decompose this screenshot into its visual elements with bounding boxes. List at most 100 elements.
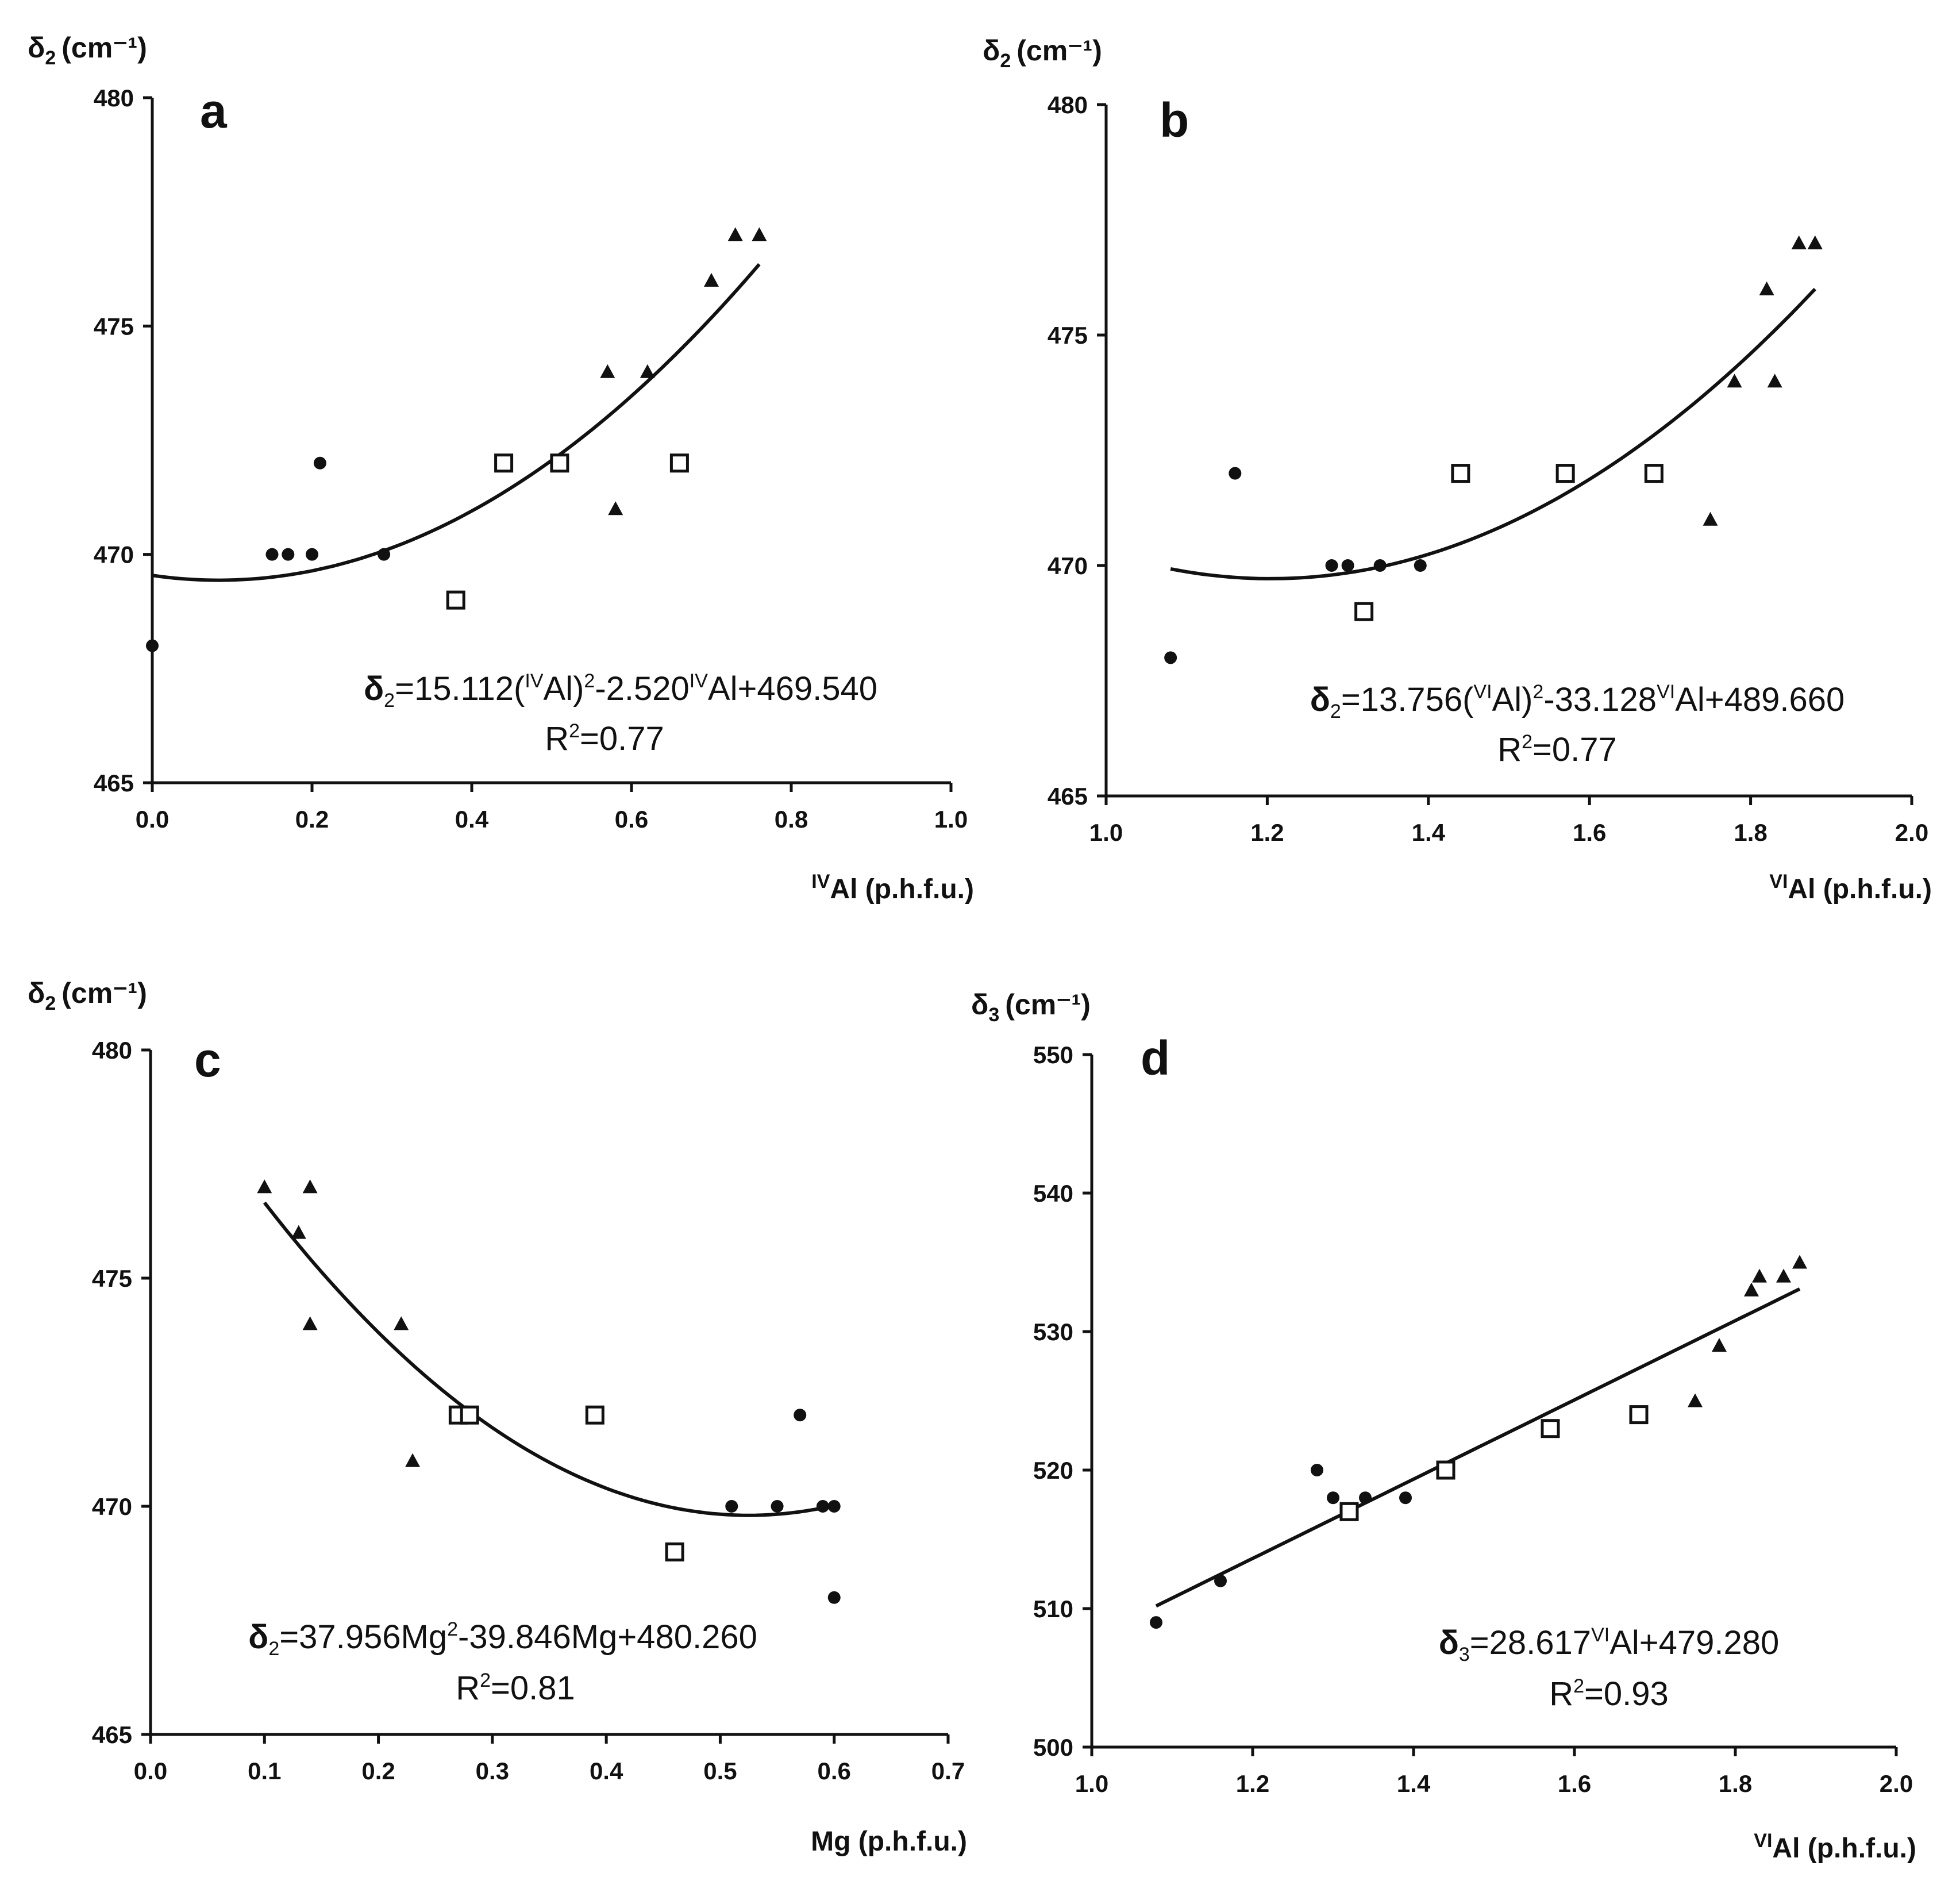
eq-sup1: VI <box>1473 681 1492 703</box>
data-point-square <box>1354 602 1374 621</box>
data-point-circle <box>1325 559 1338 572</box>
data-point-triangle <box>257 1179 272 1194</box>
y-tick-label: 475 <box>92 1265 132 1292</box>
data-point-square <box>1629 1405 1649 1425</box>
panel-d-ylabel-symbol: δ <box>971 988 988 1021</box>
panel-a-x-axis-label: IVAl (p.h.f.u.) <box>811 871 974 905</box>
data-point-triangle <box>1776 1268 1791 1283</box>
data-point-circle <box>1150 1616 1162 1629</box>
data-point-square <box>1451 464 1470 483</box>
data-point-triangle <box>727 227 743 241</box>
data-point-triangle <box>1759 281 1774 295</box>
panel-c-r-squared: R2=0.81 <box>456 1670 575 1707</box>
data-point-circle <box>1414 559 1427 572</box>
panel-a-ticks: 0.0 0.2 0.4 0.6 0.8 1.0 465 470 475 480 <box>94 84 968 833</box>
data-point-triangle <box>291 1225 306 1239</box>
panel-a-equation: δ2=15.112(IVAl)2-2.520IVAl+469.540 <box>364 670 877 711</box>
panel-b-ylabel-sub: 2 <box>1000 50 1011 72</box>
data-point-square <box>665 1542 684 1561</box>
panel-b-equation: δ2=13.756(VIAl)2-33.128VIAl+489.660 <box>1310 681 1845 722</box>
y-tick-label: 540 <box>1033 1180 1073 1207</box>
data-point-square <box>1644 464 1664 483</box>
eq-lhs-sub: 2 <box>384 690 395 711</box>
x-tick-label: 2.0 <box>1880 1770 1913 1797</box>
eq-sup2: 2 <box>584 670 595 692</box>
y-tick-label: 470 <box>92 1493 132 1520</box>
eq-sup1: VI <box>1591 1624 1609 1646</box>
eq-part2: -39.846Mg+480.260 <box>458 1618 757 1656</box>
data-point-circle <box>827 1500 841 1513</box>
panel-a-ylabel-symbol: δ <box>28 32 45 64</box>
data-point-triangle <box>302 1316 318 1330</box>
x-tick-label: 0.7 <box>931 1757 965 1784</box>
panel-d-ylabel-sub: 3 <box>988 1004 999 1026</box>
data-point-circle <box>1229 467 1242 480</box>
y-tick-label: 550 <box>1033 1041 1073 1068</box>
eq-part1: =13.756( <box>1341 681 1474 718</box>
r2-sup: 2 <box>1522 731 1532 753</box>
panel-d-x-axis-label: VIAl (p.h.f.u.) <box>1754 1830 1916 1864</box>
x-tick-label: 1.8 <box>1734 819 1767 846</box>
data-point-circle <box>1341 559 1354 572</box>
data-point-circle <box>1311 1464 1323 1476</box>
panel-c-ylabel-unit: (cm⁻¹) <box>61 977 147 1009</box>
x-tick-label: 0.4 <box>455 806 489 833</box>
eq-lhs-sub: 2 <box>268 1638 279 1660</box>
x-tick-label: 0.6 <box>615 806 648 833</box>
panel-d-y-axis-label: δ3 (cm⁻¹) <box>971 988 1091 1026</box>
data-point-triangle <box>1744 1282 1759 1297</box>
r2-symbol: R <box>1497 731 1522 768</box>
panel-d-ticks: 1.0 1.2 1.4 1.6 1.8 2.0 500 510 520 530 540 550 <box>1033 1041 1913 1797</box>
eq-part1: =28.617 <box>1470 1624 1591 1661</box>
r2-symbol: R <box>545 720 569 757</box>
y-tick-label: 475 <box>1048 322 1088 349</box>
data-point-square <box>1541 1419 1560 1438</box>
panel-d-marks <box>1090 1055 1896 1749</box>
r2-value: =0.77 <box>580 720 664 757</box>
eq-lhs-sub: 3 <box>1459 1644 1470 1665</box>
panel-d-letter: d <box>1141 1031 1170 1085</box>
fit-curve <box>263 1201 835 1517</box>
y-tick-label: 465 <box>94 770 134 797</box>
data-point-circle <box>306 548 318 561</box>
data-point-square <box>460 1405 479 1425</box>
panel-c-ticks: 0.0 0.1 0.2 0.3 0.4 0.5 0.6 0.7 465 470 475 480 <box>92 1037 965 1784</box>
x-tick-label: 1.0 <box>934 806 968 833</box>
eq-part3: -2.520 <box>595 670 689 707</box>
x-tick-label: 0.1 <box>248 1757 281 1784</box>
y-tick-label: 465 <box>1048 783 1088 810</box>
r2-symbol: R <box>456 1670 480 1707</box>
data-point-circle <box>794 1409 807 1422</box>
data-point-triangle <box>1807 235 1823 249</box>
y-tick-label: 470 <box>94 541 134 568</box>
panel-c-xlabel-main: Mg (p.h.f.u.) <box>811 1826 967 1857</box>
x-tick-label: 0.5 <box>703 1757 737 1784</box>
r2-value: =0.77 <box>1532 731 1617 768</box>
eq-part2: Al) <box>1492 681 1533 718</box>
panel-a-marks <box>146 98 951 784</box>
eq-sup1: 2 <box>447 1618 458 1640</box>
panel-b-marks <box>1104 105 1912 798</box>
r2-sup: 2 <box>569 720 580 742</box>
eq-part2: Al+479.280 <box>1609 1624 1779 1661</box>
x-tick-label: 2.0 <box>1895 819 1928 846</box>
eq-lhs: δ <box>1439 1624 1459 1661</box>
r2-sup: 2 <box>1573 1675 1584 1697</box>
x-tick-label: 1.8 <box>1719 1770 1752 1797</box>
eq-part3: -33.128 <box>1543 681 1657 718</box>
data-point-square <box>550 453 569 473</box>
data-point-square <box>669 453 689 473</box>
panel-b-ticks: 1.0 1.2 1.4 1.6 1.8 2.0 465 470 475 480 <box>1048 91 1928 846</box>
panel-a-r-squared: R2=0.77 <box>545 720 664 757</box>
panel-d-r-squared: R2=0.93 <box>1549 1675 1669 1713</box>
data-point-circle <box>146 639 159 652</box>
data-point-circle <box>816 1500 829 1513</box>
x-tick-label: 0.0 <box>136 806 169 833</box>
r2-value: =0.81 <box>491 1670 575 1707</box>
data-point-circle <box>1214 1574 1227 1587</box>
panel-d-ylabel-unit: (cm⁻¹) <box>1005 988 1091 1021</box>
data-point-circle <box>282 548 295 561</box>
panel-a-ylabel-unit: (cm⁻¹) <box>61 32 147 64</box>
